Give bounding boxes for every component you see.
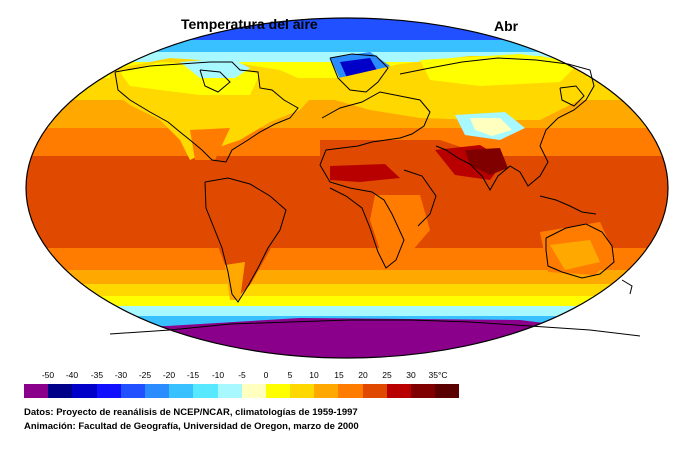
- credits: Datos: Proyecto de reanálisis de NCEP/NC…: [24, 406, 359, 434]
- legend-tick-label: 20: [358, 370, 368, 380]
- legend-swatch: [193, 384, 218, 398]
- legend-swatch: [96, 384, 121, 398]
- legend-swatch: [362, 384, 387, 398]
- world-temperature-map: [25, 17, 669, 359]
- legend-tick-label: 15: [334, 370, 344, 380]
- map-title: Temperatura del aire: [181, 16, 318, 32]
- legend-tick-label: -15: [186, 370, 200, 380]
- legend-color-bar: [24, 384, 460, 398]
- legend-swatch: [435, 384, 460, 398]
- legend-swatch: [386, 384, 411, 398]
- legend-swatch: [72, 384, 97, 398]
- month-label: Abr: [494, 18, 519, 34]
- legend-swatch: [411, 384, 436, 398]
- legend-swatch: [241, 384, 266, 398]
- legend-swatch: [314, 384, 339, 398]
- legend-tick-label: 25: [382, 370, 392, 380]
- legend-swatch: [338, 384, 363, 398]
- credits-animation: Animación: Facultad de Geografía, Univer…: [24, 421, 359, 432]
- legend-tick-label: -10: [211, 370, 225, 380]
- legend-swatch: [265, 384, 291, 398]
- legend-tick-label: -40: [65, 370, 79, 380]
- legend-tick-label: 0: [263, 370, 269, 380]
- legend-tick-label: -25: [138, 370, 152, 380]
- legend-swatch: [120, 384, 145, 398]
- temperature-field: [26, 18, 668, 358]
- legend-tick-label: 30: [406, 370, 416, 380]
- legend-tick-labels: -50 -40 -35 -30 -25 -20 -15 -10 -5 0 5 1…: [24, 370, 460, 382]
- legend-swatch: [169, 384, 194, 398]
- legend-tick-label: 5: [287, 370, 293, 380]
- legend-tick-label: -50: [41, 370, 55, 380]
- legend-swatch: [290, 384, 315, 398]
- legend-tick-label: 10: [309, 370, 319, 380]
- legend-swatch: [48, 384, 73, 398]
- credits-data-source: Datos: Proyecto de reanálisis de NCEP/NC…: [24, 407, 358, 418]
- temperature-legend: -50 -40 -35 -30 -25 -20 -15 -10 -5 0 5 1…: [24, 370, 460, 404]
- legend-tick-label: -30: [114, 370, 128, 380]
- legend-tick-label: -35: [90, 370, 104, 380]
- coastlines: [109, 53, 641, 337]
- legend-swatch: [144, 384, 170, 398]
- legend-tick-label: -20: [162, 370, 176, 380]
- legend-tick-label: 35°C: [428, 370, 448, 380]
- legend-swatch: [24, 384, 49, 398]
- legend-tick-label: -5: [238, 370, 246, 380]
- legend-swatch: [217, 384, 242, 398]
